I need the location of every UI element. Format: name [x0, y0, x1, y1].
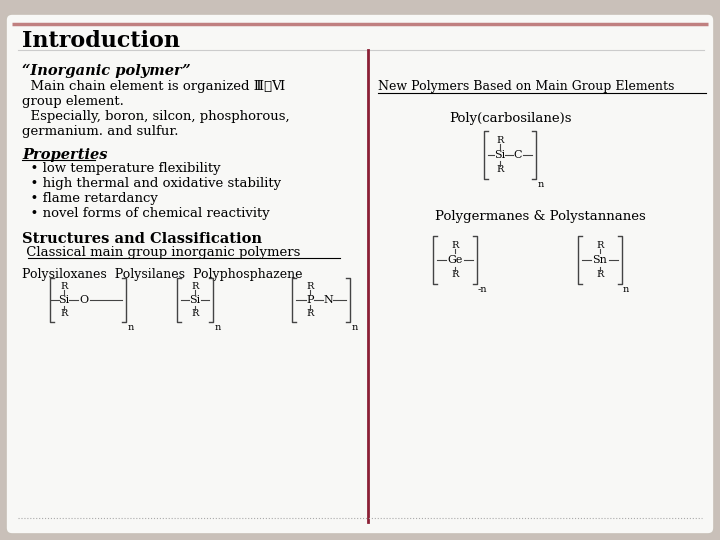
Text: R: R	[596, 241, 603, 250]
Text: n: n	[128, 323, 134, 332]
Text: • low temperature flexibility: • low temperature flexibility	[22, 162, 220, 175]
Text: • novel forms of chemical reactivity: • novel forms of chemical reactivity	[22, 207, 270, 220]
Text: group element.: group element.	[22, 95, 124, 108]
Text: Polygermanes & Polystannanes: Polygermanes & Polystannanes	[435, 210, 645, 223]
Text: O: O	[79, 295, 89, 305]
Text: Especially, boron, silcon, phosphorous,: Especially, boron, silcon, phosphorous,	[22, 110, 289, 123]
Text: R: R	[451, 241, 459, 250]
Text: Structures and Classification: Structures and Classification	[22, 232, 262, 246]
Text: N: N	[323, 295, 333, 305]
Text: R: R	[451, 270, 459, 279]
Text: R: R	[496, 136, 504, 145]
FancyBboxPatch shape	[6, 14, 714, 534]
Text: Ge: Ge	[447, 255, 463, 265]
Text: Poly(carbosilane)s: Poly(carbosilane)s	[449, 112, 571, 125]
Text: R: R	[60, 309, 68, 318]
Text: R: R	[192, 309, 199, 318]
Text: Sn: Sn	[593, 255, 608, 265]
Text: germanium. and sulfur.: germanium. and sulfur.	[22, 125, 179, 138]
Text: P: P	[306, 295, 314, 305]
Text: Properties: Properties	[22, 148, 107, 162]
Text: n: n	[538, 180, 544, 189]
Text: R: R	[192, 282, 199, 291]
Text: New Polymers Based on Main Group Elements: New Polymers Based on Main Group Element…	[378, 80, 675, 93]
Text: • high thermal and oxidative stability: • high thermal and oxidative stability	[22, 177, 281, 190]
Text: R: R	[60, 282, 68, 291]
Text: Polysiloxanes  Polysilanes  Polyphosphazene: Polysiloxanes Polysilanes Polyphosphazen…	[22, 268, 302, 281]
Text: Si: Si	[58, 295, 70, 305]
Text: R: R	[596, 270, 603, 279]
Text: Si: Si	[189, 295, 201, 305]
Text: Introduction: Introduction	[22, 30, 180, 52]
Text: R: R	[306, 309, 314, 318]
Text: R: R	[306, 282, 314, 291]
Text: C: C	[514, 150, 522, 160]
Text: Classical main group inorganic polymers: Classical main group inorganic polymers	[22, 246, 300, 259]
Text: Main chain element is organized Ⅲ～Ⅵ: Main chain element is organized Ⅲ～Ⅵ	[22, 80, 285, 93]
Text: n: n	[215, 323, 221, 332]
Text: “Inorganic polymer”: “Inorganic polymer”	[22, 64, 191, 78]
Text: • flame retardancy: • flame retardancy	[22, 192, 158, 205]
Text: n: n	[352, 323, 359, 332]
Text: n: n	[623, 285, 629, 294]
Text: Si: Si	[495, 150, 505, 160]
Text: R: R	[496, 165, 504, 174]
Text: -n: -n	[478, 285, 487, 294]
